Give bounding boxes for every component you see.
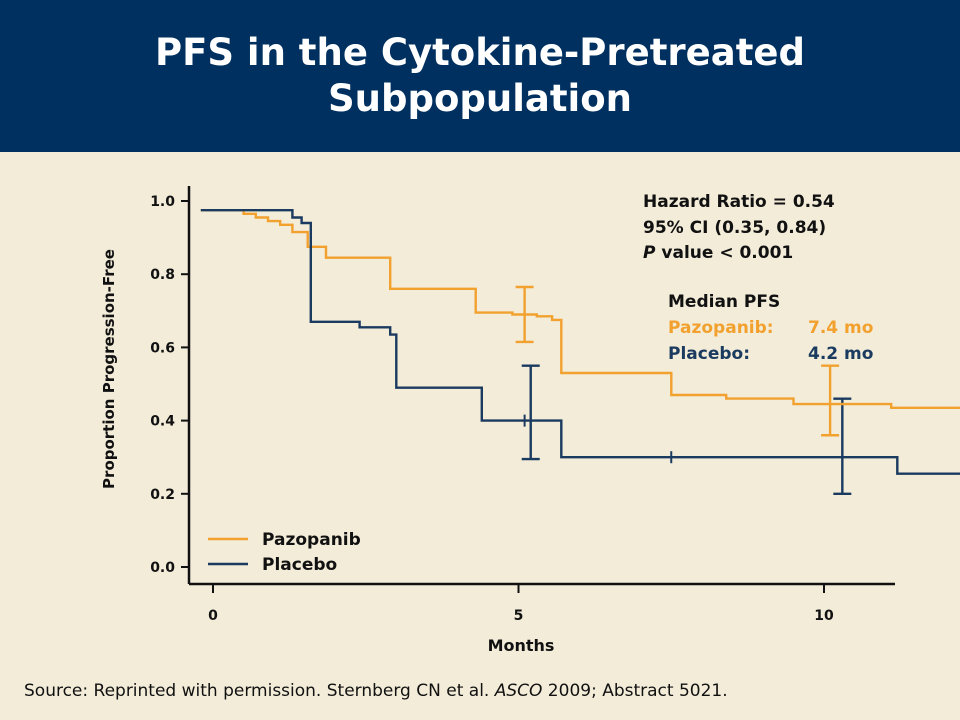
hazard-ratio-annotation: Hazard Ratio = 0.54 95% CI (0.35, 0.84) …: [643, 192, 835, 263]
placebo-curve: [200, 209, 960, 475]
pazopanib-curve: [200, 209, 960, 409]
median-placebo-label: Placebo:: [668, 344, 750, 364]
source-prefix: Source: Reprinted with permission. Stern…: [24, 681, 495, 701]
legend-label-placebo: Placebo: [262, 555, 337, 575]
y-tick-label: 0.6: [150, 340, 175, 356]
legend-label-pazopanib: Pazopanib: [262, 530, 361, 550]
km-chart: 0.00.20.40.60.81.005101520 PazopanibPlac…: [100, 186, 960, 655]
p-value-text: P value < 0.001: [643, 243, 793, 263]
median-pfs-annotation: Median PFS Pazopanib: 7.4 mo Placebo: 4.…: [668, 292, 873, 364]
median-pfs-title: Median PFS: [668, 292, 780, 312]
slide-title-line-2: Subpopulation: [328, 77, 632, 120]
median-pazopanib-label: Pazopanib:: [668, 318, 774, 338]
source-suffix: 2009; Abstract 5021.: [542, 681, 728, 701]
p-value-rest: value < 0.001: [655, 243, 793, 263]
p-symbol: P: [643, 243, 656, 263]
source-citation: Source: Reprinted with permission. Stern…: [24, 681, 728, 701]
y-axis-label: Proportion Progression-Free: [100, 249, 118, 489]
legend: Pazopanib Placebo: [208, 530, 361, 575]
axes: 0.00.20.40.60.81.005101520: [150, 186, 895, 624]
x-tick-label: 10: [814, 608, 834, 624]
survival-curves: [200, 209, 960, 475]
y-tick-label: 0.2: [150, 487, 175, 503]
median-placebo-value: 4.2 mo: [808, 344, 873, 364]
confidence-intervals: [515, 285, 852, 495]
y-tick-label: 1.0: [150, 194, 175, 210]
y-tick-label: 0.4: [150, 414, 175, 430]
x-axis-label: Months: [488, 636, 555, 655]
confidence-interval-text: 95% CI (0.35, 0.84): [643, 218, 826, 238]
title-bar: PFS in the Cytokine-Pretreated Subpopula…: [0, 0, 960, 152]
median-pazopanib-value: 7.4 mo: [808, 318, 873, 338]
y-tick-label: 0.8: [150, 267, 175, 283]
slide-title-line-1: PFS in the Cytokine-Pretreated: [154, 31, 805, 74]
x-tick-label: 0: [208, 608, 218, 624]
hazard-ratio-text: Hazard Ratio = 0.54: [643, 192, 835, 212]
x-tick-label: 5: [514, 608, 524, 624]
source-journal: ASCO: [494, 681, 543, 701]
y-tick-label: 0.0: [150, 560, 175, 576]
